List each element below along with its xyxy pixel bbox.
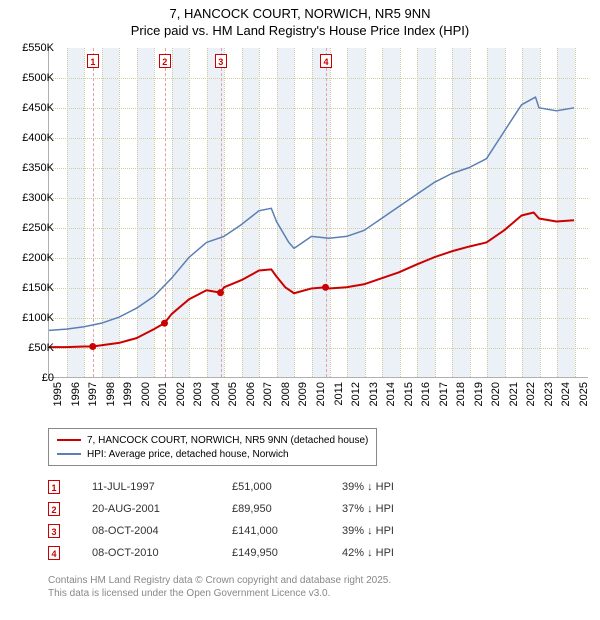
sale-price: £89,950 xyxy=(232,503,342,515)
x-axis-label: 2007 xyxy=(262,382,274,406)
sale-delta: 42% ↓ HPI xyxy=(342,547,442,559)
x-axis-label: 2000 xyxy=(140,382,152,406)
sale-date: 11-JUL-1997 xyxy=(92,481,232,493)
x-axis-label: 1997 xyxy=(87,382,99,406)
x-axis-label: 2010 xyxy=(315,382,327,406)
x-axis-label: 1995 xyxy=(52,382,64,406)
y-axis-label: £300K xyxy=(22,192,54,204)
legend-row: HPI: Average price, detached house, Norw… xyxy=(57,447,368,461)
sale-delta: 39% ↓ HPI xyxy=(342,481,442,493)
x-axis-label: 2002 xyxy=(175,382,187,406)
x-axis-label: 2021 xyxy=(508,382,520,406)
x-axis-label: 2012 xyxy=(350,382,362,406)
legend-box: 7, HANCOCK COURT, NORWICH, NR5 9NN (deta… xyxy=(48,428,377,466)
sale-row: 1 11-JUL-1997£51,00039% ↓ HPI xyxy=(48,476,442,498)
y-axis-label: £100K xyxy=(22,312,54,324)
sale-marker-box: 2 xyxy=(159,54,171,68)
sale-marker-box: 1 xyxy=(87,54,99,68)
chart-svg xyxy=(49,48,588,377)
x-axis-label: 2001 xyxy=(157,382,169,406)
x-axis-label: 2022 xyxy=(525,382,537,406)
legend-swatch xyxy=(57,453,81,455)
y-axis-label: £500K xyxy=(22,72,54,84)
sale-row: 3 08-OCT-2004£141,00039% ↓ HPI xyxy=(48,520,442,542)
footer-line2: This data is licensed under the Open Gov… xyxy=(48,587,391,600)
sale-price: £51,000 xyxy=(232,481,342,493)
x-axis-label: 2003 xyxy=(192,382,204,406)
x-axis-label: 2017 xyxy=(438,382,450,406)
y-axis-label: £550K xyxy=(22,42,54,54)
legend-label: HPI: Average price, detached house, Norw… xyxy=(87,449,289,460)
sales-table: 111-JUL-1997£51,00039% ↓ HPI220-AUG-2001… xyxy=(48,476,442,564)
y-axis-label: £350K xyxy=(22,162,54,174)
legend-swatch xyxy=(57,439,81,441)
sale-delta: 37% ↓ HPI xyxy=(342,503,442,515)
sale-num-box: 3 xyxy=(48,524,60,538)
footer-line1: Contains HM Land Registry data © Crown c… xyxy=(48,574,391,587)
sale-delta: 39% ↓ HPI xyxy=(342,525,442,537)
x-axis-label: 2008 xyxy=(280,382,292,406)
sale-price: £141,000 xyxy=(232,525,342,537)
y-axis-label: £450K xyxy=(22,102,54,114)
sale-marker-box: 3 xyxy=(215,54,227,68)
x-axis-label: 1996 xyxy=(70,382,82,406)
x-axis-label: 2013 xyxy=(368,382,380,406)
sale-price: £149,950 xyxy=(232,547,342,559)
x-axis-label: 2011 xyxy=(333,382,345,406)
y-axis-label: £250K xyxy=(22,222,54,234)
sale-date: 20-AUG-2001 xyxy=(92,503,232,515)
x-axis-label: 1998 xyxy=(105,382,117,406)
x-axis-label: 2014 xyxy=(385,382,397,406)
x-axis-label: 2016 xyxy=(420,382,432,406)
sale-num-box: 4 xyxy=(48,546,60,560)
sale-date: 08-OCT-2004 xyxy=(92,525,232,537)
series-property xyxy=(49,213,574,348)
sale-row: 4 08-OCT-2010£149,95042% ↓ HPI xyxy=(48,542,442,564)
footer-attribution: Contains HM Land Registry data © Crown c… xyxy=(48,574,391,600)
chart-plot-area: 1 2 3 4 xyxy=(48,48,588,378)
title-line2: Price paid vs. HM Land Registry's House … xyxy=(0,23,600,38)
series-hpi xyxy=(49,97,574,330)
y-axis-label: £150K xyxy=(22,282,54,294)
title-block: 7, HANCOCK COURT, NORWICH, NR5 9NN Price… xyxy=(0,0,600,38)
legend-label: 7, HANCOCK COURT, NORWICH, NR5 9NN (deta… xyxy=(87,435,368,446)
chart-container: 7, HANCOCK COURT, NORWICH, NR5 9NN Price… xyxy=(0,0,600,620)
y-axis-label: £400K xyxy=(22,132,54,144)
legend-row: 7, HANCOCK COURT, NORWICH, NR5 9NN (deta… xyxy=(57,433,368,447)
x-axis-label: 1999 xyxy=(122,382,134,406)
sale-num-box: 2 xyxy=(48,502,60,516)
sale-row: 2 20-AUG-2001£89,95037% ↓ HPI xyxy=(48,498,442,520)
x-axis-label: 2018 xyxy=(455,382,467,406)
sale-date: 08-OCT-2010 xyxy=(92,547,232,559)
x-axis-label: 2009 xyxy=(297,382,309,406)
sale-marker-box: 4 xyxy=(320,54,332,68)
x-axis-label: 2015 xyxy=(403,382,415,406)
x-axis-label: 2023 xyxy=(543,382,555,406)
x-axis-label: 2020 xyxy=(490,382,502,406)
y-axis-label: £50K xyxy=(28,342,54,354)
title-line1: 7, HANCOCK COURT, NORWICH, NR5 9NN xyxy=(0,6,600,21)
y-axis-label: £200K xyxy=(22,252,54,264)
x-axis-label: 2005 xyxy=(227,382,239,406)
sale-num-box: 1 xyxy=(48,480,60,494)
x-axis-label: 2025 xyxy=(578,382,590,406)
x-axis-label: 2006 xyxy=(245,382,257,406)
x-axis-label: 2024 xyxy=(560,382,572,406)
x-axis-label: 2004 xyxy=(210,382,222,406)
x-axis-label: 2019 xyxy=(473,382,485,406)
